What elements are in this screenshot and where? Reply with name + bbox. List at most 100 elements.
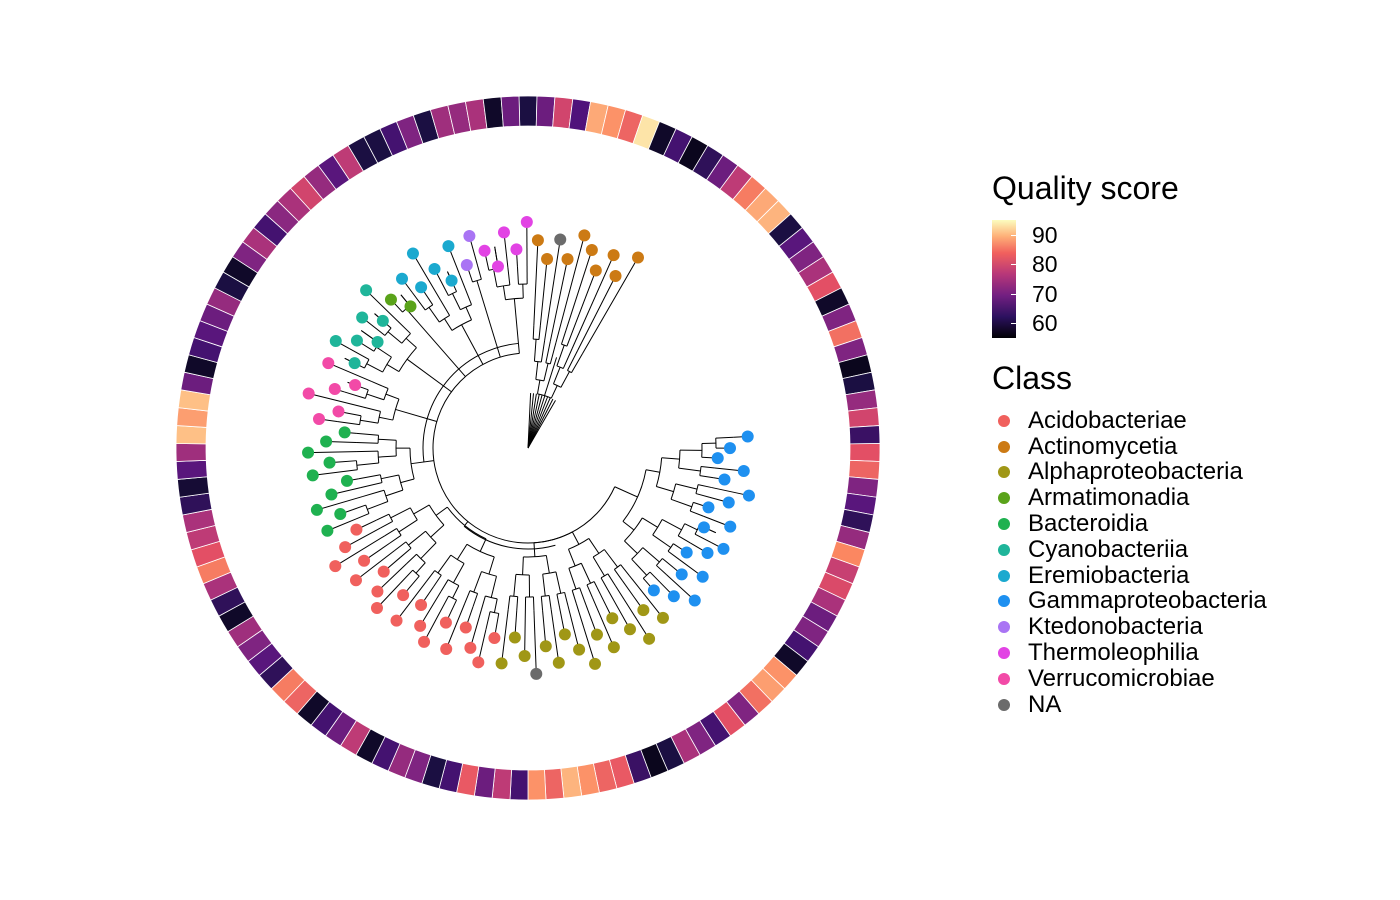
tree-branch	[399, 569, 414, 584]
tree-tip-point	[350, 334, 363, 347]
class-legend-item: Verrucomicrobiae	[992, 666, 1392, 692]
quality-ring-segment	[544, 767, 565, 800]
tree-tip-point	[701, 547, 714, 560]
tree-branch	[447, 245, 466, 289]
tree-tip-point	[442, 240, 455, 253]
tree-branch	[593, 581, 601, 595]
tree-branch	[614, 486, 638, 498]
quality-ring-segment	[527, 769, 547, 801]
tree-branch	[656, 565, 668, 576]
tree-branch	[571, 353, 583, 373]
tree-branch	[560, 371, 570, 388]
tree-branch-arc	[359, 415, 362, 425]
tree-branch-arc	[425, 530, 437, 544]
tree-tip-point	[554, 233, 567, 246]
tree-branch	[396, 581, 427, 621]
tree-branch	[488, 556, 495, 575]
quality-ring-segment	[848, 459, 881, 480]
tree-branch	[516, 596, 519, 611]
tree-branch	[533, 240, 539, 326]
tree-branch-arc	[401, 333, 411, 344]
tree-branch	[400, 547, 412, 558]
tree-branch	[571, 590, 577, 604]
class-legend-item: Bacteroidia	[992, 511, 1392, 537]
tree-branch	[592, 556, 605, 577]
tree-branch	[430, 524, 445, 538]
tree-tip-point	[488, 632, 501, 645]
tree-branch	[495, 613, 500, 632]
tree-tip-point	[742, 489, 755, 502]
class-legend-item: Eremiobacteria	[992, 563, 1392, 589]
tree-tip-point	[590, 628, 603, 641]
tree-branch	[360, 419, 379, 424]
quality-ring-segment	[175, 425, 208, 445]
tree-tip-point	[531, 234, 544, 247]
legend: Quality score 90 80 70 60 Class Acidobacter…	[992, 170, 1392, 718]
tree-branch	[677, 535, 691, 544]
tree-branch	[378, 438, 397, 441]
tree-branch	[532, 325, 535, 340]
tree-branch	[695, 493, 710, 498]
tree-branch	[562, 348, 573, 369]
tree-branch	[613, 569, 623, 582]
tree-branch	[461, 324, 484, 365]
tree-branch	[571, 270, 597, 334]
tree-branch	[433, 574, 442, 588]
tree-branch	[678, 467, 701, 472]
class-legend-dot-icon	[998, 518, 1010, 531]
tree-branch	[652, 534, 672, 548]
tree-branch	[670, 498, 692, 508]
tree-branch	[465, 306, 473, 321]
tree-tip-point	[632, 251, 644, 264]
tree-branch	[389, 534, 402, 544]
tree-branch	[390, 507, 411, 519]
tree-tip-point	[349, 574, 362, 587]
quality-ring-segment	[509, 769, 529, 801]
tree-tip-point	[558, 628, 571, 641]
tree-branch	[344, 391, 366, 399]
tree-branch	[408, 530, 426, 546]
tree-tip-point	[667, 590, 680, 603]
class-legend-label: Cyanobacteriia	[1028, 535, 1189, 563]
tree-tip-point	[340, 474, 353, 487]
class-legend-dot-icon	[998, 569, 1010, 582]
tree-branch	[412, 253, 441, 301]
tree-tip-point	[539, 640, 552, 653]
tree-branch	[507, 595, 511, 610]
tree-branch	[356, 442, 379, 444]
tree-branch	[343, 469, 358, 473]
tree-branch-arc	[655, 457, 663, 487]
class-legend-item: Ktedonobacteria	[992, 614, 1392, 640]
phylogenetic-tree-figure	[175, 95, 881, 801]
tree-branch	[376, 513, 390, 521]
tree-branch	[380, 520, 393, 529]
tree-branch	[445, 603, 466, 650]
tree-branch-arc	[377, 411, 381, 424]
tree-branch	[425, 570, 436, 582]
tree-branch	[316, 495, 364, 511]
tree-tip-point	[717, 542, 730, 555]
tree-branch	[507, 267, 511, 286]
class-legend-item: Thermoleophilia	[992, 640, 1392, 666]
quality-score-tick-mark	[1011, 323, 1016, 325]
tree-branch	[549, 342, 557, 365]
class-legend-dot-icon	[998, 466, 1010, 479]
class-legend-dot-icon	[998, 595, 1010, 608]
tree-tip-point	[573, 643, 586, 656]
tree-branch	[550, 609, 560, 663]
tree-tip-point	[320, 435, 333, 448]
tree-tip-point	[390, 614, 403, 627]
quality-ring-segment	[175, 459, 208, 480]
tree-branch	[464, 590, 471, 604]
tree-tip-point	[377, 565, 390, 578]
tree-tip-point	[371, 585, 384, 598]
tree-branch-arc	[398, 474, 404, 491]
tree-tip-point	[332, 405, 345, 418]
tree-branch-arc	[432, 352, 616, 544]
tree-branch	[493, 598, 498, 613]
tree-branch	[642, 547, 660, 563]
tree-branch	[405, 308, 466, 377]
tree-tip-point	[530, 667, 543, 680]
tree-tip-point	[491, 260, 504, 273]
tree-branch-arc	[481, 571, 497, 577]
